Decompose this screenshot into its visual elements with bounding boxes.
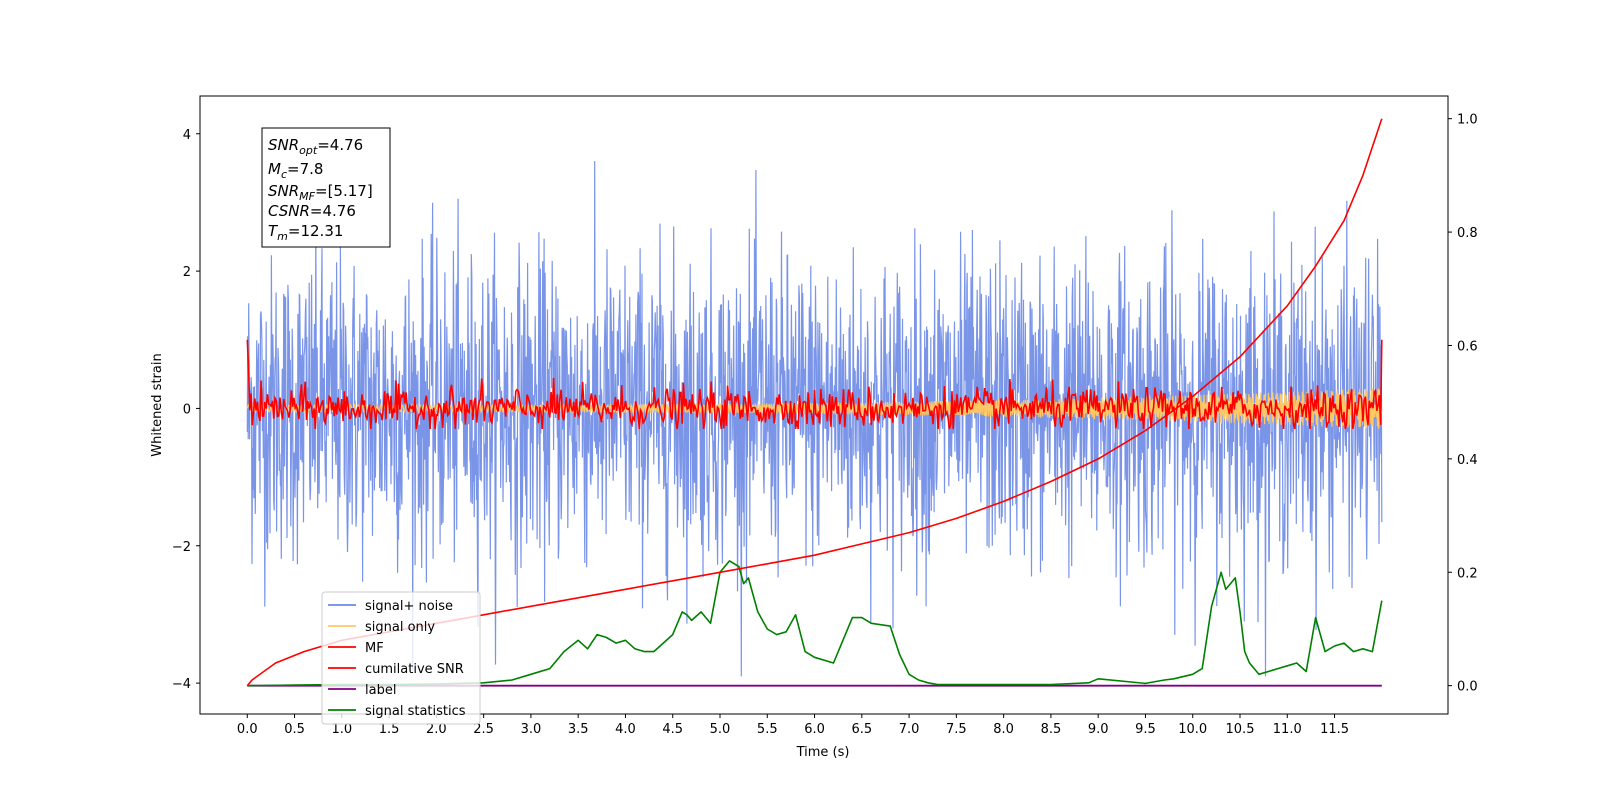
y-axis-label: Whitened strain: [150, 353, 165, 456]
t-m-value: =12.31: [288, 222, 344, 240]
x-tick-label: 4.5: [662, 722, 683, 737]
x-tick-label: 0.0: [237, 722, 258, 737]
annotation-snr-mf: SNRMF=[5.17]: [268, 182, 373, 203]
x-tick-label: 6.0: [804, 722, 825, 737]
x-tick-label: 2.5: [473, 722, 494, 737]
x-tick-label: 1.5: [379, 722, 400, 737]
x-tick-label: 2.0: [426, 722, 447, 737]
m-c-value: =7.8: [287, 160, 323, 178]
x-tick-label: 8.0: [993, 722, 1014, 737]
x-tick-label: 5.5: [757, 722, 778, 737]
legend-label: signal statistics: [365, 704, 466, 719]
x-tick-label: 7.0: [899, 722, 920, 737]
annotation-t-m: Tm=12.31: [268, 222, 343, 243]
y-right-tick-label: 0.4: [1457, 453, 1478, 468]
legend-label: label: [365, 683, 396, 698]
m-c-symbol: M: [268, 160, 281, 178]
snr-opt-value: =4.76: [317, 136, 363, 154]
y-right-tick-label: 0.8: [1457, 226, 1478, 241]
left-y-axis: 4 2 0 −2 −4: [172, 128, 200, 692]
y-right-tick-label: 1.0: [1457, 113, 1478, 128]
x-tick-label: 3.5: [568, 722, 589, 737]
y-left-tick-label: 2: [183, 265, 191, 280]
legend-label: signal only: [365, 620, 435, 635]
legend: signal+ noise signal only MF cumilative SNR…: [321, 591, 481, 725]
x-tick-label: 11.5: [1320, 722, 1349, 737]
y-right-tick-label: 0.2: [1457, 566, 1478, 581]
y-right-tick-label: 0.6: [1457, 339, 1478, 354]
legend-label: cumilative SNR: [365, 662, 464, 677]
x-tick-label: 9.0: [1088, 722, 1109, 737]
x-tick-label: 10.5: [1226, 722, 1255, 737]
x-tick-label: 1.0: [331, 722, 352, 737]
right-y-axis: 1.0 0.8 0.6 0.4 0.2 0.0: [1448, 113, 1478, 695]
t-m-sub: m: [277, 230, 288, 243]
annotation-csnr: CSNR=4.76: [268, 202, 356, 220]
y-left-tick-label: −4: [172, 677, 191, 692]
x-tick-label: 9.5: [1135, 722, 1156, 737]
legend-label: signal+ noise: [365, 599, 453, 614]
y-right-tick-label: 0.0: [1457, 680, 1478, 695]
y-left-tick-label: 0: [183, 402, 191, 417]
x-tick-label: 8.5: [1041, 722, 1062, 737]
x-tick-label: 10.0: [1178, 722, 1207, 737]
annotation-box: SNRopt=4.76 Mc=7.8 SNRMF=[5.17] CSNR=4.7…: [261, 127, 391, 248]
snr-opt-symbol: SNR: [268, 136, 299, 154]
snr-mf-sub: MF: [299, 190, 315, 203]
x-tick-label: 0.5: [284, 722, 305, 737]
annotation-m-c: Mc=7.8: [268, 160, 323, 181]
legend-label: MF: [365, 641, 384, 656]
x-tick-label: 6.5: [851, 722, 872, 737]
snr-opt-sub: opt: [299, 144, 318, 157]
x-axis-label: Time (s): [796, 745, 850, 760]
x-tick-label: 4.0: [615, 722, 636, 737]
x-tick-label: 5.0: [710, 722, 731, 737]
annotation-snr-opt: SNRopt=4.76: [268, 136, 363, 157]
x-tick-label: 3.0: [521, 722, 542, 737]
y-left-tick-label: −2: [172, 540, 191, 555]
snr-mf-value: =[5.17]: [315, 182, 373, 200]
m-c-sub: c: [281, 168, 287, 181]
series-mf: [246, 339, 1383, 430]
plot-frame: [199, 95, 1449, 715]
csnr-value: =4.76: [310, 202, 356, 220]
t-m-symbol: T: [268, 222, 279, 240]
x-tick-label: 7.5: [946, 722, 967, 737]
snr-mf-symbol: SNR: [268, 182, 299, 200]
x-tick-label: 11.0: [1273, 722, 1302, 737]
csnr-symbol: CSNR: [268, 202, 310, 220]
series-signal-noise: [246, 161, 1383, 677]
series-signal-statistics: [247, 560, 1383, 687]
x-axis: 0.0 0.5 1.0 1.5 2.0 2.5 3.0 3.5 4.0 4.5 5.0 5.5 6.0 6…: [237, 714, 1349, 737]
y-left-tick-label: 4: [183, 128, 191, 143]
